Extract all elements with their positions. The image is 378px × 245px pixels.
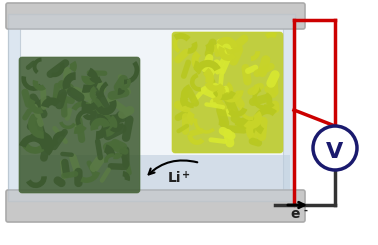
Text: V: V	[326, 142, 344, 162]
Text: Li: Li	[168, 171, 181, 185]
FancyBboxPatch shape	[172, 32, 283, 153]
FancyBboxPatch shape	[6, 190, 305, 222]
FancyBboxPatch shape	[283, 14, 295, 201]
FancyBboxPatch shape	[8, 14, 20, 201]
Text: -: -	[303, 206, 307, 216]
FancyBboxPatch shape	[8, 14, 295, 201]
Text: e: e	[290, 207, 300, 221]
Circle shape	[313, 126, 357, 170]
FancyBboxPatch shape	[19, 57, 140, 193]
FancyBboxPatch shape	[20, 155, 290, 200]
FancyBboxPatch shape	[6, 3, 305, 29]
Text: +: +	[182, 170, 190, 180]
